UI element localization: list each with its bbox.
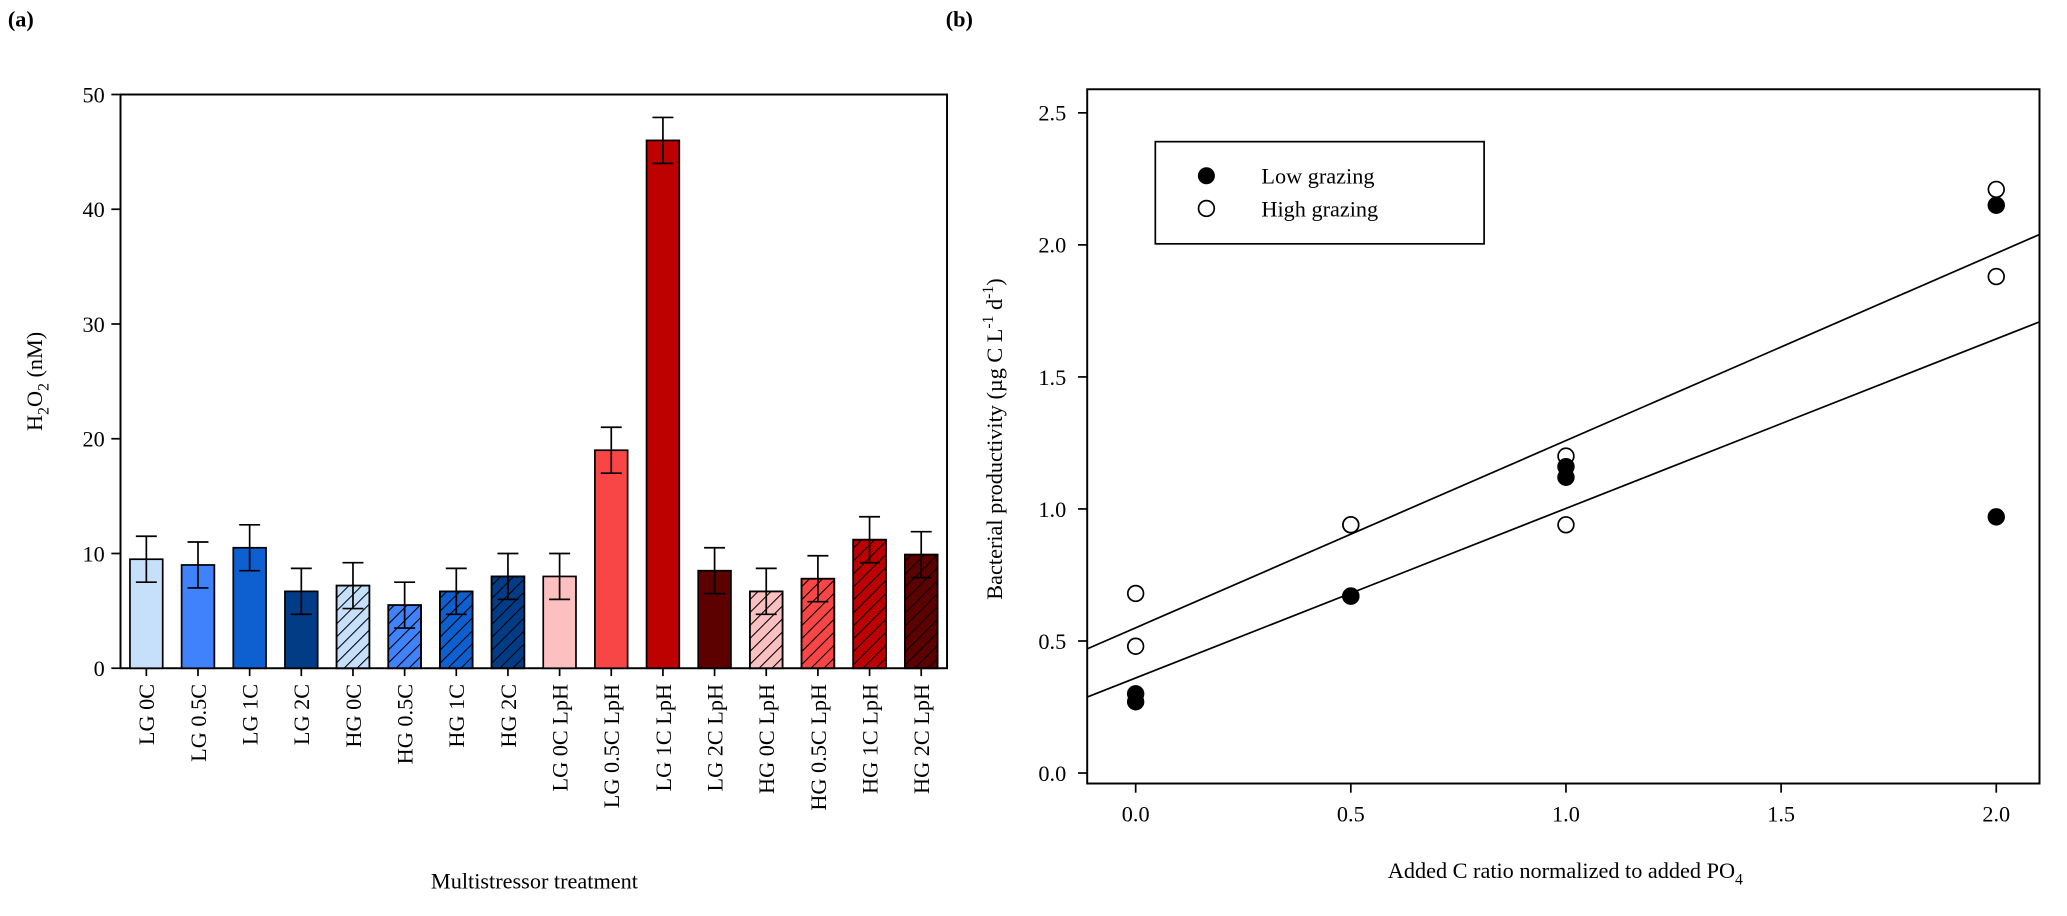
- x-tick-label: LG 0C: [134, 684, 159, 745]
- x-tick-label: LG 1C: [238, 684, 263, 745]
- y-tick-label: 0: [94, 656, 105, 681]
- x-tick-label: 2.0: [1982, 801, 2010, 826]
- panel-b-label: (b): [946, 6, 973, 31]
- panel-b: (b) 0.0 0.5 1.0 1.5 2.0 0.0 0.5 1.0 1.5 2.0 2.5 Lo…: [946, 6, 2041, 889]
- legend-label-low-grazing: Low grazing: [1261, 164, 1374, 189]
- y-tick-label: 50: [83, 82, 105, 107]
- x-tick-label: HG 1C LpH: [857, 684, 882, 794]
- legend: Low grazing High grazing: [1154, 140, 1485, 245]
- y-tick-label: 1.0: [1038, 497, 1066, 522]
- y-tick-label: 10: [83, 541, 105, 566]
- y-tick-label: 20: [83, 427, 105, 452]
- y-tick-label: 2.0: [1038, 233, 1066, 258]
- x-tick-label: LG 2C LpH: [702, 684, 727, 792]
- x-tick-label: LG 1C LpH: [651, 684, 676, 792]
- x-tick-label: LG 2C: [289, 684, 314, 745]
- x-tick-label: 1.5: [1767, 801, 1795, 826]
- x-tick-label: LG 0C LpH: [547, 684, 572, 792]
- point-high-grazing: [1342, 516, 1360, 534]
- point-high-grazing: [1557, 516, 1575, 534]
- point-low-grazing: [1987, 508, 2005, 526]
- x-tick-label: HG 0.5C: [392, 684, 417, 764]
- x-tick-label: LG 0.5C LpH: [599, 684, 624, 808]
- legend-label-high-grazing: High grazing: [1261, 196, 1378, 221]
- x-tick-label: 0.5: [1337, 801, 1365, 826]
- point-high-grazing: [1126, 584, 1145, 603]
- y-tick-label: 40: [83, 197, 105, 222]
- bar: [594, 449, 629, 670]
- panel-a-frame: [119, 93, 949, 670]
- panel-a-ylabel: H2O2 (nM): [22, 332, 53, 431]
- x-tick-label: 1.0: [1552, 801, 1580, 826]
- x-tick-label: 0.0: [1122, 801, 1150, 826]
- point-low-grazing: [1987, 196, 2005, 214]
- x-tick-label: HG 2C: [496, 684, 521, 748]
- x-tick-label: LG 0.5C: [186, 684, 211, 762]
- panel-a-xlabel: Multistressor treatment: [431, 868, 639, 893]
- x-tick-label: HG 1C: [444, 684, 469, 748]
- panel-a-label: (a): [8, 6, 34, 31]
- y-tick-label: 30: [83, 312, 105, 337]
- panel-b-xlabel: Added C ratio normalized to added PO4: [1388, 858, 1743, 889]
- legend-box: [1154, 140, 1485, 245]
- legend-marker-low-grazing: [1197, 167, 1215, 185]
- point-low-grazing: [1126, 685, 1145, 703]
- point-low-grazing: [1557, 457, 1575, 476]
- point-high-grazing: [1126, 637, 1145, 655]
- point-high-grazing: [1987, 180, 2005, 199]
- y-tick-label: 2.5: [1038, 101, 1066, 126]
- point-high-grazing: [1987, 267, 2005, 286]
- legend-marker-high-grazing: [1197, 199, 1216, 218]
- panel-a: (a) 0 10 20 30 40 50 LG 0C LG 0.5C LG 1C LG 2C HG…: [8, 6, 949, 893]
- y-tick-label: 0.5: [1038, 629, 1066, 654]
- x-tick-label: HG 2C LpH: [909, 684, 934, 794]
- regression-line: [1086, 321, 2040, 698]
- panel-b-frame: [1086, 88, 2041, 785]
- panel-b-ylabel: Bacterial productivity (µg C L-1 d-1): [980, 278, 1007, 599]
- x-tick-label: HG 0C: [341, 684, 366, 748]
- y-tick-label: 0.0: [1038, 761, 1066, 786]
- x-tick-label: HG 0C LpH: [754, 684, 779, 794]
- bar: [645, 139, 681, 670]
- regression-line: [1086, 233, 2040, 650]
- x-tick-label: HG 0.5C LpH: [806, 684, 831, 811]
- y-tick-label: 1.5: [1038, 365, 1066, 390]
- point-low-grazing: [1342, 587, 1360, 605]
